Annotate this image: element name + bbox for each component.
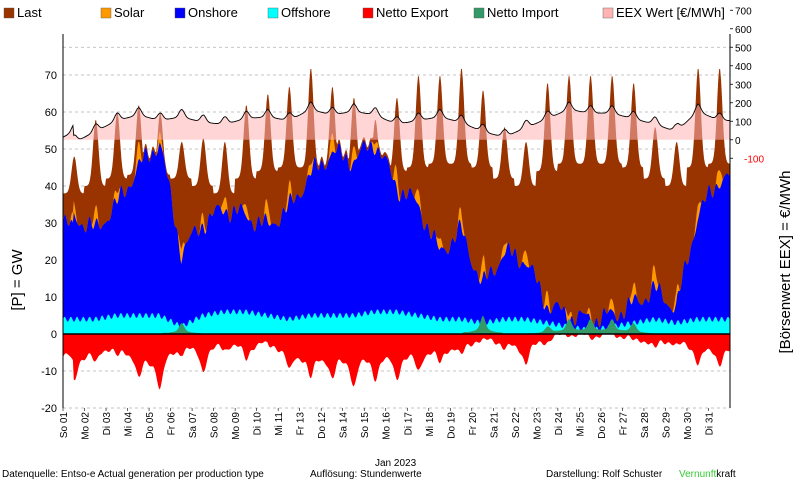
y-axis-title: [P] = GW [9, 249, 26, 311]
y2-tick-label: 400 [735, 62, 752, 73]
legend-swatch [3, 7, 15, 19]
legend-swatch [174, 7, 186, 19]
x-axis: So 01 Mo 02 Di 03 Mi 04 Do 05 Fr 06 Sa 07 So 08… [59, 408, 715, 440]
legend-label: EEX Wert [€/MWh] [616, 5, 725, 20]
y2-tick-label: 0 [735, 136, 741, 147]
legend-swatch [602, 7, 614, 19]
series-offshore-area [63, 309, 730, 334]
series-onshore-area [63, 140, 730, 334]
y-tick-label: 40 [45, 181, 57, 193]
x-tick-label: Di 03 [102, 412, 113, 436]
y2-tick-label: 600 [735, 25, 752, 36]
y-tick-label: -20 [41, 403, 57, 415]
x-tick-label: Fr 06 [167, 412, 178, 436]
x-tick-label: So 29 [661, 412, 672, 439]
x-tick-label: Sa 14 [339, 412, 350, 439]
x-tick-label: Mo 30 [683, 412, 694, 440]
legend-swatch [362, 7, 374, 19]
x-tick-label: Fr 20 [468, 412, 479, 436]
x-tick-label: So 15 [360, 412, 371, 439]
x-tick-label: So 22 [511, 412, 522, 439]
chart-legend: Last Solar Onshore Offshore Netto Export Nett… [3, 5, 725, 20]
y-axis-left: -20 -10 0 10 20 30 40 50 60 70 [41, 70, 57, 415]
series-export-area [63, 334, 730, 390]
y2-tick-label: 100 [735, 117, 752, 128]
y-tick-label: 50 [45, 144, 57, 156]
x-tick-label: Do 26 [597, 412, 608, 439]
y-tick-label: 0 [51, 329, 57, 341]
y-tick-label: 30 [45, 218, 57, 230]
x-tick-label: Di 17 [403, 412, 414, 436]
legend-label: Offshore [281, 5, 331, 20]
x-tick-label: So 01 [59, 412, 70, 439]
plot-area [62, 34, 731, 409]
x-tick-label: Di 10 [253, 412, 264, 436]
legend-label: Solar [114, 5, 145, 20]
legend-label: Netto Export [376, 5, 449, 20]
x-axis-title: Jan 2023 [375, 458, 417, 469]
footer-author: Darstellung: Rolf Schuster [546, 469, 663, 480]
y-tick-label: 10 [45, 292, 57, 304]
y-tick-label: 20 [45, 255, 57, 267]
x-tick-label: Do 19 [446, 412, 457, 439]
y2-tick-label: -100 [744, 154, 764, 165]
x-tick-label: Mi 18 [425, 412, 436, 437]
y2-tick-label: 300 [735, 80, 752, 91]
y-tick-label: -10 [41, 366, 57, 378]
legend-label: Onshore [188, 5, 238, 20]
x-tick-label: Do 12 [317, 412, 328, 439]
x-tick-label: Di 31 [704, 412, 715, 436]
footer-resolution: Auflösung: Stundenwerte [310, 469, 422, 480]
x-tick-label: Mo 23 [532, 412, 543, 440]
x-tick-label: Di 24 [554, 412, 565, 436]
brand-black: kraft [716, 469, 736, 480]
x-tick-label: Do 05 [145, 412, 156, 439]
footer-source: Datenquelle: Entso-e Actual generation p… [2, 469, 264, 480]
x-tick-label: Fr 27 [618, 412, 629, 436]
y2-tick-label: 200 [735, 99, 752, 110]
legend-label: Last [17, 5, 42, 20]
x-tick-label: Sa 07 [188, 412, 199, 439]
legend-swatch [473, 7, 485, 19]
legend-swatch [100, 7, 112, 19]
x-tick-label: Mi 04 [124, 412, 135, 437]
x-tick-label: Mo 16 [382, 412, 393, 440]
x-tick-label: So 08 [210, 412, 221, 439]
y2-axis-title: [Börsenwert EEX] = €/MWh [777, 171, 794, 354]
y2-tick-label: 500 [735, 43, 752, 54]
y-tick-label: 70 [45, 70, 57, 82]
y2-tick-label: 700 [735, 6, 752, 17]
x-tick-label: Fr 13 [296, 412, 307, 436]
x-tick-label: Mo 02 [81, 412, 92, 440]
brand-green: Vernunft [679, 469, 717, 480]
x-tick-label: Sa 21 [489, 412, 500, 439]
x-tick-label: Sa 28 [640, 412, 651, 439]
series-import-area [63, 315, 730, 334]
x-tick-label: Mi 25 [575, 412, 586, 437]
legend-swatch [267, 7, 279, 19]
x-tick-label: Mi 11 [274, 412, 285, 436]
y-tick-label: 60 [45, 107, 57, 119]
x-tick-label: Mo 09 [231, 412, 242, 440]
legend-label: Netto Import [487, 5, 559, 20]
y-axis-right: -1000100200300400500600700800900 [730, 6, 764, 165]
footer-brand: Vernunftkraft [679, 469, 736, 480]
series-eex-line [62, 101, 730, 140]
